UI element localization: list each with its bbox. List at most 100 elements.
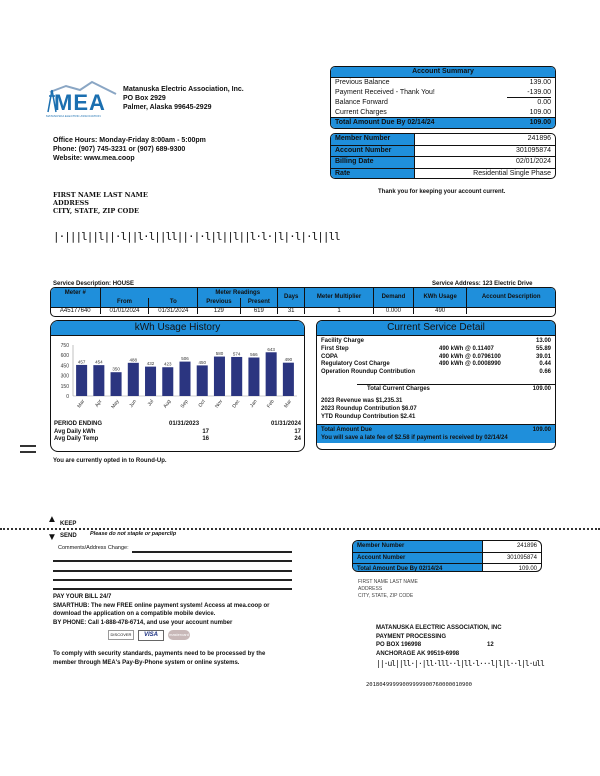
- account-row: Account Number 301095874: [331, 145, 555, 157]
- account-label: Member Number: [353, 541, 483, 552]
- amount-due-bar: Total Amount Due 109.00 You will save a l…: [317, 424, 555, 444]
- summary-label: Previous Balance: [335, 79, 390, 86]
- x-tick-label: May: [110, 398, 121, 410]
- remit-name: MATANUSKA ELECTRIC ASSOCIATION, INC: [376, 625, 502, 631]
- company-po-box: PO Box 2929: [123, 95, 166, 102]
- account-value: 241896: [527, 135, 551, 142]
- account-info: Member Number 241896 Account Number 3010958…: [330, 133, 556, 179]
- previous-reading: 129: [197, 307, 241, 314]
- customer-street: ADDRESS: [53, 199, 89, 207]
- kwh-label: Avg Daily kWh: [54, 428, 96, 435]
- website: Website: www.mea.coop: [53, 155, 135, 162]
- charge-calc: [439, 369, 539, 377]
- account-row: Total Amount Due By 02/14/24 109.00: [353, 564, 541, 571]
- account-row: Rate Residential Single Phase: [331, 168, 555, 178]
- usage-bar-chart: 0 150 300 450 600 750 457 Mar 454 Apr 350 May 488 Jun…: [61, 343, 297, 410]
- account-label: Member Number: [331, 134, 415, 145]
- comment-line[interactable]: [132, 551, 292, 553]
- comment-line[interactable]: [53, 570, 292, 572]
- thank-you-note: Thank you for keeping your account curre…: [378, 189, 506, 195]
- bar-value-label: 490: [285, 357, 293, 362]
- summary-label: Payment Received - Thank You!: [335, 88, 435, 96]
- th-kwh: KWh Usage: [413, 288, 468, 307]
- meter-number: A45177640: [51, 307, 101, 314]
- no-staple-note: Please do not staple or paperclip: [90, 531, 177, 537]
- send-arrow-icon: ▼: [47, 532, 57, 543]
- charge-row: Regulatory Cost Charge 490 kWh @ 0.000899…: [317, 361, 555, 369]
- equals-mark: [20, 445, 36, 447]
- period-2: 01/31/2024: [270, 421, 301, 427]
- account-summary: Account Summary Previous Balance 139.00 Pa…: [330, 66, 556, 129]
- comments-label: Comments/Address Change:: [58, 545, 129, 551]
- comment-line[interactable]: [53, 588, 292, 590]
- service-description: Service Description: HOUSE: [53, 281, 135, 287]
- x-tick-label: Jan: [249, 399, 259, 409]
- charge-value: 13.00: [535, 338, 551, 344]
- stub-account-box: Member Number 241896 Account Number 3010958…: [352, 540, 542, 572]
- company-city: Palmer, Alaska 99645-2929: [123, 104, 212, 111]
- amount-due-label: Total Amount Due: [321, 427, 372, 434]
- contact-info: Office Hours: Monday-Friday 8:00am - 5:0…: [53, 136, 206, 163]
- x-tick-label: Oct: [197, 398, 207, 408]
- security-note: To comply with security standards, payme…: [53, 651, 266, 666]
- th-meter: Meter #: [51, 288, 101, 298]
- phone-pay-note: BY PHONE: Call 1-888-478-6714, and use y…: [53, 619, 233, 626]
- account-label: Account Number: [353, 552, 483, 563]
- phone: Phone: (907) 745-3231 or (907) 689-9300: [53, 146, 186, 153]
- charge-row: Facility Charge 13.00: [317, 338, 555, 346]
- th-demand: Demand: [373, 288, 414, 307]
- bar-value-label: 350: [112, 367, 120, 372]
- account-row: Account Number 301095874: [353, 552, 541, 564]
- th-from: From: [100, 298, 150, 307]
- account-value: 241896: [516, 543, 537, 549]
- service-address: Service Address: 123 Electric Drive: [432, 281, 533, 287]
- remit-dept: PAYMENT PROCESSING: [376, 633, 447, 640]
- y-tick-label: 750: [61, 343, 70, 349]
- account-description: [467, 307, 555, 314]
- summary-total-row: Total Amount Due By 02/14/24 109.00: [331, 117, 555, 128]
- usage-bar: [76, 364, 88, 396]
- bar-value-label: 643: [267, 347, 275, 352]
- smarthub-note: SMARTHUB: The new FREE online payment sy…: [53, 602, 270, 618]
- x-tick-label: Jun: [128, 399, 138, 409]
- temp-2: 24: [294, 436, 301, 442]
- th-multiplier: Meter Multiplier: [304, 288, 374, 307]
- charge-calc: 490 kWh @ 0.0008990: [439, 361, 501, 368]
- postal-barcode: |·|||l||l||·l||l·l||ll||·|·l|l||l||l·l·|…: [53, 230, 341, 243]
- remit-city: ANCHORAGE AK 99519-6998: [376, 650, 460, 657]
- meter-table: Meter # Meter Readings Days Meter Multiplie…: [50, 287, 556, 317]
- usage-history-panel: kWh Usage History 0 150 300 450 600 750 457 Mar…: [50, 320, 305, 452]
- pay-title: PAY YOUR BILL 24/7: [53, 594, 112, 600]
- detail-title: Current Service Detail: [317, 321, 555, 336]
- th-readings: Meter Readings: [197, 288, 279, 298]
- usage-bar: [145, 366, 157, 396]
- stub-customer: FIRST NAME LAST NAME ADDRESS CITY, STATE…: [358, 579, 418, 600]
- account-row: Billing Date 02/01/2024: [331, 157, 555, 169]
- contribution-note: 2023 Revenue was $1,235.31: [321, 398, 403, 405]
- usage-bar: [231, 356, 243, 396]
- comment-line[interactable]: [53, 560, 292, 562]
- x-tick-label: Mar: [283, 398, 293, 409]
- y-tick-label: 0: [66, 394, 69, 400]
- th-to: To: [148, 298, 199, 307]
- charge-value: 55.89: [535, 345, 551, 352]
- remit-barcode: ||·ul||ll·|·|ll·lll··l|ll·l···l|l|l··l|l…: [376, 659, 545, 668]
- bar-value-label: 488: [130, 357, 138, 362]
- temp-1: 16: [202, 436, 209, 442]
- bar-value-label: 423: [164, 362, 172, 367]
- charge-value: 0.44: [539, 361, 551, 368]
- chart-title: kWh Usage History: [51, 321, 304, 336]
- amount-due-value: 109.00: [532, 427, 551, 434]
- keep-label: KEEP: [60, 521, 77, 527]
- summary-value: -139.00: [507, 88, 551, 98]
- mea-logo: MEA MATANUSKA ELECTRIC ASSOCIATION: [46, 80, 118, 120]
- bar-value-label: 454: [95, 360, 103, 365]
- account-label: Rate: [331, 168, 415, 178]
- summary-row: Current Charges 109.00: [331, 108, 555, 118]
- kwh-2: 17: [294, 428, 301, 435]
- comment-line[interactable]: [53, 579, 292, 581]
- usage-bar: [179, 361, 191, 396]
- stub-customer-name: FIRST NAME LAST NAME: [358, 579, 418, 585]
- th-previous: Previous: [197, 298, 241, 307]
- bar-value-label: 574: [233, 351, 241, 356]
